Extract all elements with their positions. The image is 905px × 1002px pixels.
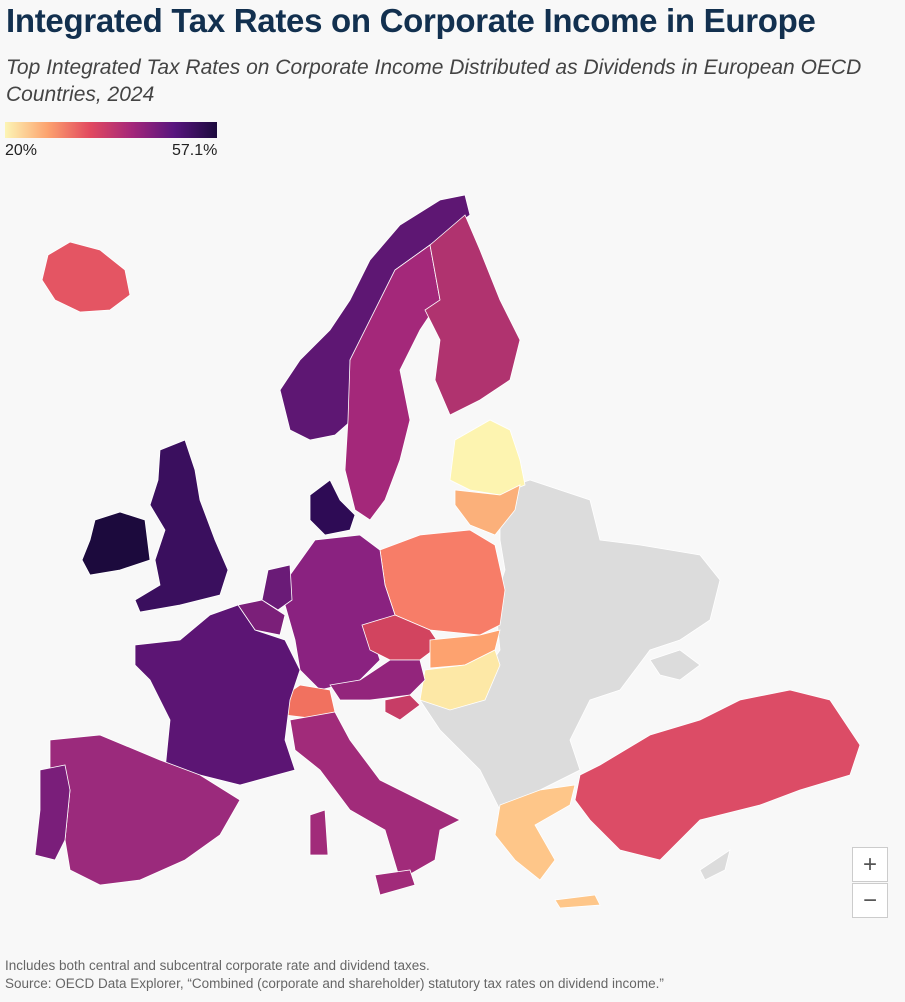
note: Includes both central and subcentral cor…	[5, 958, 430, 973]
region	[34, 764, 71, 861]
region	[374, 869, 416, 896]
region	[649, 649, 701, 681]
region	[449, 419, 526, 496]
region	[134, 439, 229, 613]
region	[134, 604, 301, 786]
subtitle: Top Integrated Tax Rates on Corporate In…	[6, 56, 862, 106]
region	[494, 784, 576, 881]
region	[424, 214, 521, 416]
zoom-out-button[interactable]: −	[852, 883, 888, 918]
region	[289, 711, 461, 881]
region	[419, 649, 501, 711]
region	[41, 241, 131, 313]
source: Source: OECD Data Explorer, “Combined (c…	[5, 976, 664, 991]
region	[284, 534, 396, 691]
region	[309, 479, 356, 536]
region	[454, 484, 521, 536]
region	[554, 894, 601, 909]
map	[34, 194, 861, 909]
region	[574, 689, 861, 861]
legend-min-label: 20%	[5, 142, 38, 159]
region	[81, 511, 151, 576]
region	[329, 659, 426, 701]
region	[384, 694, 421, 721]
zoom-in-button[interactable]: +	[852, 847, 888, 882]
region	[699, 849, 731, 881]
region	[309, 809, 329, 856]
region	[261, 564, 293, 611]
title: Integrated Tax Rates on Corporate Income…	[6, 2, 816, 39]
legend-gradient	[5, 122, 217, 138]
region	[344, 244, 441, 521]
legend-max-label: 57.1%	[172, 142, 218, 159]
